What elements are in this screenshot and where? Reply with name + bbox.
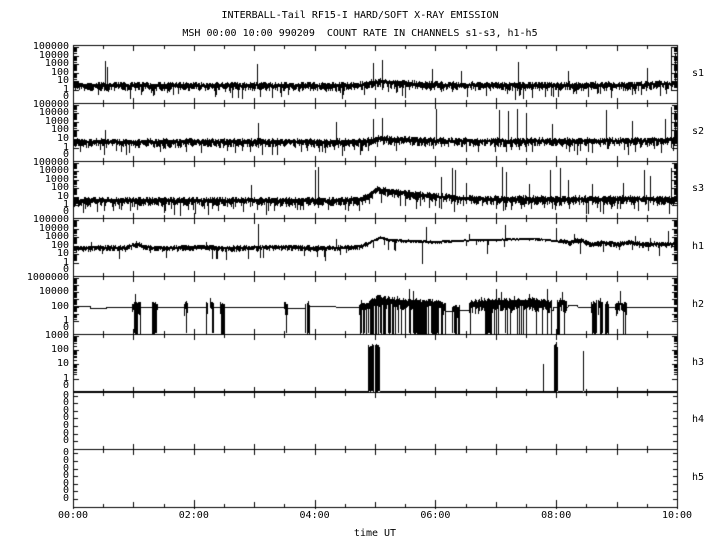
x-tick-label: 08:00 <box>541 510 572 521</box>
y-tick-label-s1: 10 <box>56 75 69 87</box>
page-title: INTERBALL-Tail RF15-I HARD/SOFT X-RAY EM… <box>221 10 499 21</box>
y-tick-label-h3: 100 <box>50 344 69 355</box>
y-tick-label-h3: 0 <box>62 379 69 391</box>
y-tick-label-h2: 100 <box>50 300 69 312</box>
y-tick-label-h2: 10000 <box>38 286 69 298</box>
x-axis-title: time UT <box>353 528 397 539</box>
y-tick-label-h3: 10 <box>56 358 69 370</box>
y-tick-label-h2: 1000000 <box>26 272 69 283</box>
y-tick-label-s3: 10000 <box>38 165 69 177</box>
y-tick-label-h5: 0 <box>62 493 69 504</box>
y-tick-label-s3: 100000 <box>32 156 69 168</box>
y-tick-label-s3: 0 <box>62 206 69 218</box>
channel-label-h1: h1 <box>692 241 705 253</box>
channel-label-h5: h5 <box>692 472 705 484</box>
y-tick-label-s2: 10 <box>56 132 69 144</box>
y-tick-label-s2: 1000 <box>44 115 69 127</box>
y-tick-label-h4: 0 <box>62 397 69 409</box>
y-tick-label-h3: 1 <box>62 372 69 384</box>
y-tick-label-h5: 0 <box>62 462 69 474</box>
y-tick-label-h4: 0 <box>62 412 69 424</box>
y-tick-label-h5: 0 <box>62 447 69 459</box>
y-tick-label-h1: 10 <box>56 248 69 260</box>
y-tick-label-s1: 100000 <box>32 41 69 52</box>
channel-label-s1: s1 <box>692 67 705 79</box>
y-tick-label-s2: 0 <box>62 148 69 160</box>
y-tick-label-s1: 100 <box>50 66 69 78</box>
x-tick-label: 10:00 <box>661 510 693 521</box>
y-tick-label-h4: 0 <box>62 404 69 416</box>
y-tick-label-h1: 10000 <box>38 222 69 234</box>
y-tick-label-s3: 1000 <box>44 173 69 185</box>
y-tick-label-h5: 0 <box>62 470 69 482</box>
y-tick-label-h4: 0 <box>62 389 69 401</box>
y-tick-label-s3: 100 <box>50 182 69 194</box>
y-tick-label-s2: 1 <box>62 141 69 153</box>
y-tick-label-h5: 0 <box>62 454 69 466</box>
y-tick-label-h4: 0 <box>62 435 69 447</box>
x-tick-label: 00:00 <box>57 510 89 521</box>
y-tick-label-h5: 0 <box>62 477 69 489</box>
y-tick-label-h1: 1000 <box>44 231 69 243</box>
y-tick-label-s2: 10000 <box>38 107 69 119</box>
y-tick-label-s1: 0 <box>62 90 69 102</box>
channel-label-h3: h3 <box>692 356 705 368</box>
y-tick-label-h2: 0 <box>62 321 69 333</box>
channel-label-h4: h4 <box>692 414 705 426</box>
page-subtitle: MSH 00:00 10:00 990209 COUNT RATE IN CHA… <box>182 28 538 39</box>
y-tick-label-s1: 1 <box>62 83 69 95</box>
y-tick-label-h4: 0 <box>62 427 69 439</box>
x-tick-label: 04:00 <box>299 510 330 521</box>
y-tick-label-s1: 1000 <box>44 58 69 70</box>
y-tick-label-h1: 0 <box>62 264 69 275</box>
x-tick-label: 02:00 <box>178 510 209 521</box>
y-tick-label-h1: 1 <box>62 257 69 268</box>
y-tick-label-h4: 0 <box>62 420 69 431</box>
y-tick-label-s2: 100 <box>50 124 69 136</box>
x-tick-label: 06:00 <box>420 510 451 521</box>
y-tick-label-h2: 1 <box>62 314 69 326</box>
channel-label-s3: s3 <box>692 183 705 195</box>
channel-label-s2: s2 <box>692 125 705 137</box>
y-tick-label-h5: 0 <box>62 485 69 497</box>
y-tick-label-h3: 1000 <box>44 329 69 341</box>
y-tick-label-s3: 10 <box>56 190 69 202</box>
y-tick-label-s1: 10000 <box>38 49 69 61</box>
channel-label-h2: h2 <box>692 298 705 310</box>
y-tick-label-h1: 100000 <box>32 214 69 226</box>
y-tick-label-s3: 1 <box>62 199 69 211</box>
y-tick-label-h1: 100 <box>50 239 69 251</box>
y-tick-label-s2: 100000 <box>32 98 69 110</box>
